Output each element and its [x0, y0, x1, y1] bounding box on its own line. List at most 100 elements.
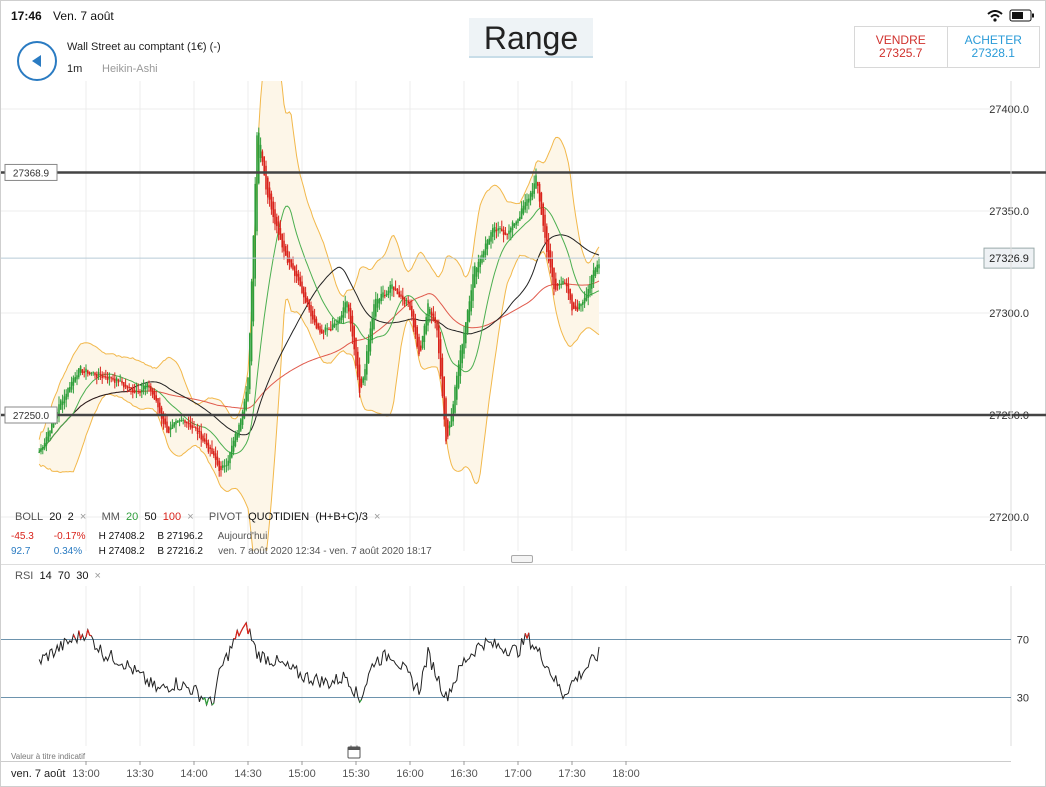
candle-body [328, 328, 330, 330]
candle-body [112, 377, 114, 380]
candle-body [448, 425, 451, 429]
candle-body [396, 289, 399, 295]
wifi-icon [987, 9, 1003, 22]
pivot-close-icon[interactable]: × [373, 511, 381, 523]
range-level-label: 27250.0 [13, 411, 50, 422]
bollinger-upper-line [38, 81, 600, 440]
candle-body [492, 228, 494, 237]
candle-body [470, 290, 472, 312]
candle-body [115, 378, 118, 381]
candle-body [58, 404, 60, 416]
candle-body [97, 372, 100, 376]
time-tick-label: 13:00 [72, 768, 100, 780]
rsi-overbought-segment [80, 634, 83, 640]
candle-body [504, 232, 507, 235]
boll-indicator[interactable]: BOLL 20 2 × [15, 511, 87, 523]
candle-body [490, 232, 492, 242]
pivot-indicator[interactable]: PIVOT QUOTIDIEN (H+B+C)/3 × [208, 511, 381, 523]
candle-body [272, 201, 274, 218]
mm-close-icon[interactable]: × [187, 511, 194, 523]
candle-body [313, 315, 316, 323]
candle-body [567, 284, 570, 294]
status-date: Ven. 7 août [53, 9, 114, 23]
mm-indicator[interactable]: MM 20 50 100 × [101, 511, 194, 523]
candle-body [502, 229, 505, 235]
boll-close-icon[interactable]: × [79, 511, 87, 523]
candle-body [587, 289, 589, 298]
range-level-tag [4, 163, 58, 181]
candle-body [466, 310, 469, 333]
candle-body [173, 422, 175, 427]
chart-type-selector[interactable]: Heikin-Ashi [102, 63, 158, 75]
candle-body [580, 303, 582, 307]
time-tick-label: 17:30 [558, 768, 586, 780]
candle-body [78, 368, 80, 378]
instrument-name[interactable]: Wall Street au comptant (1€) (-) [67, 41, 221, 53]
calendar-icon[interactable] [347, 745, 361, 759]
candle-body [321, 329, 323, 334]
candle-body [598, 264, 600, 269]
rsi-overbought-segment [87, 629, 91, 636]
candle-body [241, 411, 244, 425]
candle-body [362, 377, 364, 383]
candle-body [367, 340, 370, 363]
buy-button[interactable]: ACHETER 27328.1 [948, 27, 1040, 67]
candle-body [540, 192, 543, 215]
pane-resize-handle[interactable] [511, 555, 533, 563]
candle-body [51, 421, 53, 434]
candle-body [564, 282, 566, 284]
rsi-chart[interactable]: 70 30 [1, 586, 1046, 746]
candle-body [160, 407, 163, 419]
candle-body [486, 240, 489, 250]
rsi-close-icon[interactable]: × [94, 570, 101, 582]
candle-body [276, 216, 278, 227]
candle-body [515, 221, 517, 225]
sell-label: VENDRE [875, 33, 926, 47]
candle-body [594, 267, 597, 277]
candle-body [385, 293, 388, 296]
rsi-extremes [72, 622, 530, 706]
back-button[interactable] [17, 41, 57, 81]
candle-body [150, 385, 152, 391]
rsi-overbought-segment [234, 630, 238, 639]
candle-body [402, 295, 404, 300]
candle-body [133, 390, 136, 393]
candle-body [47, 431, 49, 442]
candle-body [513, 223, 516, 227]
candle-body [81, 369, 84, 373]
candle-body [231, 445, 233, 458]
candle-body [529, 192, 532, 201]
candle-body [254, 183, 256, 279]
candle-body [72, 377, 75, 386]
buy-label: ACHETER [964, 33, 1022, 47]
candle-body [252, 235, 255, 322]
candle-body [227, 460, 229, 466]
candle-body [553, 267, 555, 290]
candle-body [315, 318, 318, 329]
rsi-overbought-segment [85, 629, 89, 638]
candle-body [193, 426, 195, 428]
sell-button[interactable]: VENDRE 27325.7 [855, 27, 948, 67]
trade-buttons: VENDRE 27325.7 ACHETER 27328.1 [854, 26, 1040, 68]
candle-body [234, 433, 237, 447]
candle-body [261, 151, 264, 162]
candle-body [286, 250, 289, 263]
candle-body [463, 332, 465, 354]
candle-body [520, 208, 523, 219]
rsi-overbought-segment [245, 622, 249, 635]
candle-body [508, 230, 510, 235]
candle-body [427, 303, 429, 326]
candle-body [364, 369, 366, 381]
candle-body [40, 448, 42, 452]
price-chart[interactable]: 27368.9 27250.0 27326.9 27400.0 27350.0 2730… [1, 81, 1046, 551]
rsi-legend[interactable]: RSI 14 70 30 × [15, 570, 101, 582]
time-tick-label: 16:00 [396, 768, 424, 780]
candle-body [468, 301, 471, 322]
candle-body [301, 281, 303, 294]
candle-body [213, 451, 215, 456]
timeframe-selector[interactable]: 1m [67, 63, 83, 75]
candle-body [96, 374, 98, 378]
candle-body [544, 214, 546, 238]
candle-body [191, 425, 193, 429]
candle-body [324, 327, 327, 332]
